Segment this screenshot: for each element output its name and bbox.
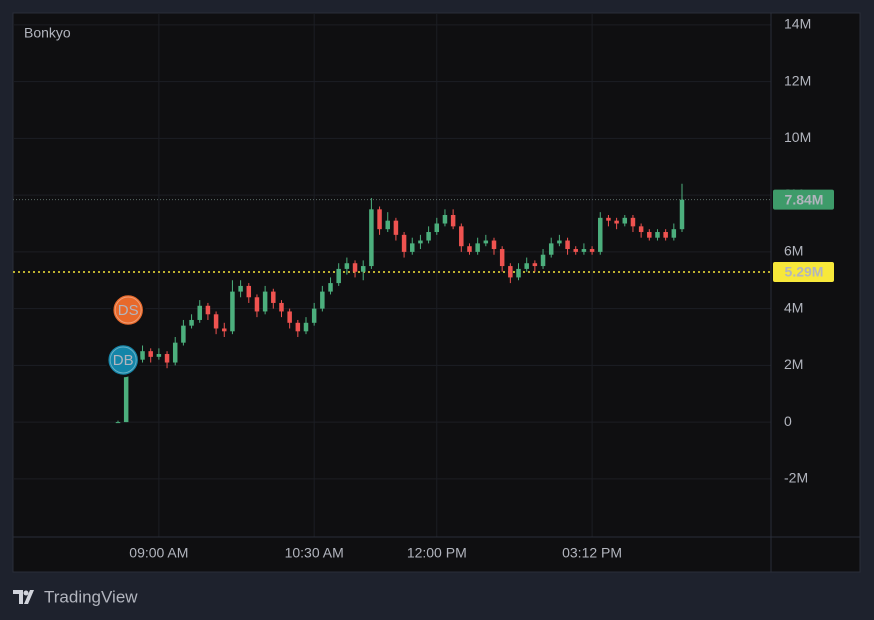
candle-body <box>385 220 390 230</box>
x-tick-label: 12:00 PM <box>407 545 467 561</box>
marker-label: DS <box>118 302 139 319</box>
marker <box>110 292 146 328</box>
marker <box>105 342 141 378</box>
candle-body <box>140 351 145 360</box>
candle-body <box>287 311 292 323</box>
candle-body <box>311 308 317 323</box>
candle-body <box>565 240 570 250</box>
candle-body <box>524 263 529 269</box>
candle-body <box>450 214 456 227</box>
candle-body <box>475 243 480 252</box>
candle-body <box>295 322 301 332</box>
candle-body <box>663 232 668 238</box>
candle-body <box>426 232 431 241</box>
candle-body <box>238 285 243 292</box>
y-tick-label: 4M <box>784 299 803 315</box>
candle-body <box>377 209 382 230</box>
candle-body <box>557 240 562 244</box>
candle-body <box>671 229 677 238</box>
candle-body <box>499 249 505 267</box>
x-tick-label: 10:30 AM <box>285 545 344 561</box>
candle-body <box>271 291 276 303</box>
candle-body <box>279 302 284 312</box>
candle-body <box>573 249 578 252</box>
candle-body <box>123 368 129 423</box>
candle-body <box>540 254 546 267</box>
candle-body <box>344 263 350 269</box>
x-tick-label: 09:00 AM <box>129 545 188 561</box>
candle-body <box>156 354 162 357</box>
marker-ring <box>109 346 137 374</box>
candle-body <box>581 249 587 252</box>
candle-body <box>647 232 652 238</box>
y-tick-label: 0 <box>784 413 792 429</box>
candle-body <box>401 234 407 252</box>
candle-body <box>320 291 325 309</box>
candle-body <box>638 226 644 233</box>
candle-body <box>189 319 194 326</box>
candle-body <box>393 220 399 235</box>
candle-body <box>606 217 611 221</box>
candle-body <box>369 209 374 267</box>
y-tick-label: 2M <box>784 356 803 372</box>
candle-body <box>459 226 464 247</box>
watermark: Bonkyo <box>24 25 71 41</box>
candle-body <box>336 268 341 284</box>
candle-body <box>410 243 415 252</box>
candle-body <box>589 249 595 252</box>
candle-body <box>246 285 252 298</box>
candle-body <box>483 240 489 244</box>
y-tick-label: 14M <box>784 16 811 32</box>
candle-body <box>115 422 121 424</box>
price-label-box <box>773 262 834 283</box>
candle-body <box>328 283 333 292</box>
candle-body <box>467 246 472 252</box>
candle-body <box>262 291 268 312</box>
candle-body <box>164 354 170 363</box>
y-tick-label: 10M <box>784 129 811 145</box>
candle-body <box>508 266 513 278</box>
candle-body <box>679 199 685 230</box>
candle-body <box>516 268 521 278</box>
price-label: 5.29M <box>785 264 824 280</box>
candle-body <box>230 291 235 332</box>
candle-body <box>622 217 628 224</box>
price-label: 7.84M <box>785 191 824 207</box>
y-tick-label: 12M <box>784 72 811 88</box>
candle-body <box>360 266 366 272</box>
candle-body <box>222 328 227 332</box>
x-tick-label: 03:12 PM <box>562 545 622 561</box>
candle-body <box>205 305 211 315</box>
candle-body <box>418 240 423 244</box>
candle-body <box>434 223 440 233</box>
candle-body <box>197 305 202 320</box>
candle-body <box>254 297 260 312</box>
marker-label: DB <box>113 352 134 369</box>
candle-body <box>148 351 153 357</box>
candle-body <box>655 232 660 238</box>
marker-ring <box>114 296 142 324</box>
brand-logo <box>13 590 34 604</box>
y-tick-label: 6M <box>784 243 803 259</box>
candle-body <box>213 314 219 329</box>
candle-body <box>172 342 178 363</box>
candle-body <box>442 214 448 224</box>
candle-body <box>548 243 554 255</box>
candle-body <box>598 217 603 252</box>
brand: TradingView <box>44 587 138 606</box>
candle-body <box>352 263 358 272</box>
y-tick-label: -2M <box>784 470 808 486</box>
price-label-box <box>773 189 834 210</box>
candle-body <box>491 240 497 250</box>
candle-body <box>303 322 309 332</box>
candle-body <box>630 217 636 227</box>
candle-body <box>181 325 186 343</box>
candle-body <box>532 263 538 267</box>
candle-body <box>614 220 619 224</box>
